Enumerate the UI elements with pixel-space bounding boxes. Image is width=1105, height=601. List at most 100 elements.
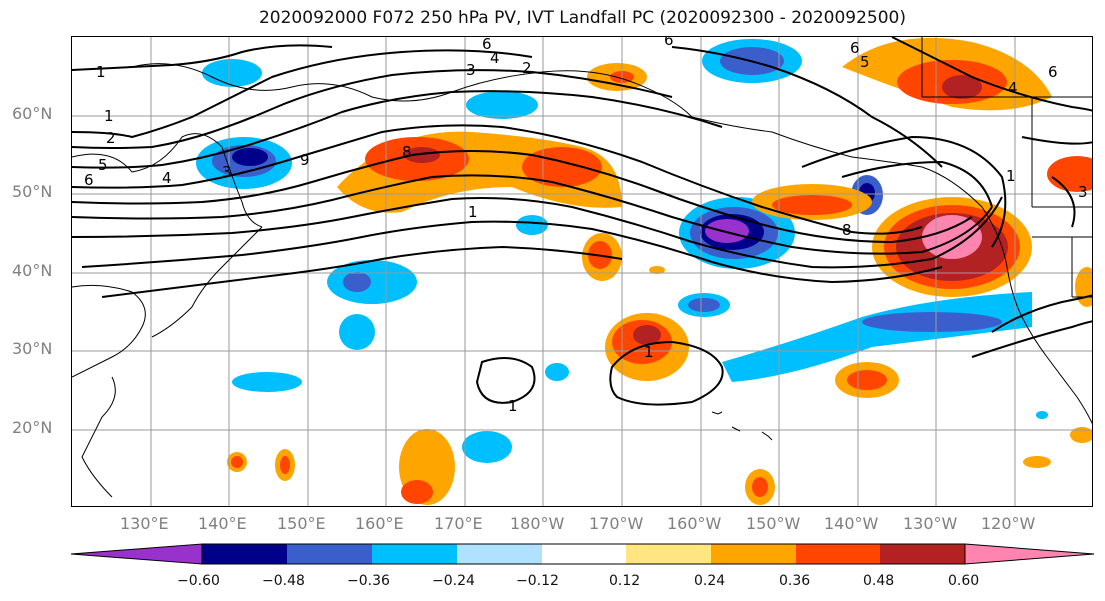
colorbar-tick-label: 0.24 — [694, 573, 726, 589]
contour-label: 3 — [466, 61, 476, 79]
lat-label-50n: 50°N — [12, 182, 53, 201]
colorbar-tick-label: 0.36 — [779, 573, 811, 589]
pos-anomaly-south-1-core — [401, 480, 433, 504]
contour-label: 4 — [1008, 79, 1018, 97]
colorbar-swatch — [711, 544, 796, 564]
contour-label: 8 — [402, 143, 412, 161]
pos-anomaly-far-east — [1047, 156, 1092, 192]
lon-label: 130°W — [903, 514, 958, 533]
lat-label-40n: 40°N — [12, 261, 53, 280]
neg-anomaly-small-4 — [1036, 411, 1048, 419]
neg-anomaly-west-1-core — [343, 272, 371, 292]
neg-anomaly-okhotsk — [202, 59, 262, 87]
lon-label: 150°W — [746, 514, 801, 533]
colorbar-tick-label: −0.48 — [262, 573, 305, 589]
colorbar-swatch — [880, 544, 965, 564]
contour-label: 6 — [850, 39, 860, 57]
pv-contours — [72, 37, 1092, 406]
graticule — [72, 37, 1092, 506]
colorbar-tick-label: −0.24 — [432, 573, 475, 589]
pos-anomaly-small-4 — [649, 266, 665, 274]
colorbar-swatch — [457, 544, 542, 564]
contour-label: 6 — [482, 37, 492, 53]
colorbar-min-triangle — [71, 543, 203, 565]
colorbar-swatch — [372, 544, 457, 564]
contour-label: 9 — [300, 151, 310, 169]
contour-label: 1 — [104, 107, 114, 125]
colorbar-tick-label: −0.60 — [177, 573, 220, 589]
contour-label: 1 — [96, 63, 106, 81]
lat-label-30n: 30°N — [12, 339, 53, 358]
colorbar-max-triangle — [964, 543, 1095, 565]
map-panel: 1 1 2 5 6 4 3 3 4 2 6 6 6 5 6 4 8 1 9 8 … — [71, 36, 1093, 507]
lon-label: 140°W — [824, 514, 879, 533]
pos-anomaly-east-sub-core — [847, 370, 887, 390]
shading-positive — [227, 37, 1092, 505]
colorbar-tick-label: 0.60 — [948, 573, 980, 589]
contour-label: 4 — [490, 49, 500, 67]
neg-anomaly-west-2 — [339, 314, 375, 350]
colorbar-swatch — [796, 544, 880, 564]
contour-label: 6 — [664, 37, 674, 49]
contour-label: 3 — [1078, 183, 1088, 201]
lon-label: 160°W — [667, 514, 722, 533]
colorbar-tick-label: −0.36 — [347, 573, 390, 589]
pos-anomaly-aleutian-core — [404, 147, 440, 163]
contour-label: 1 — [468, 203, 478, 221]
lon-label: 160°E — [355, 514, 404, 533]
pos-anomaly-edge-east-2 — [1070, 427, 1092, 443]
pos-anomaly-gulf-core — [772, 195, 852, 215]
pos-anomaly-small-3 — [1023, 456, 1051, 468]
contour-label: 1 — [1006, 167, 1016, 185]
lon-label: 170°E — [434, 514, 483, 533]
colorbar-tick-label: 0.48 — [863, 573, 895, 589]
colorbar-tick-label: −0.12 — [516, 573, 559, 589]
lon-label: 120°W — [981, 514, 1036, 533]
map-svg: 1 1 2 5 6 4 3 3 4 2 6 6 6 5 6 4 8 1 9 8 … — [72, 37, 1092, 506]
lon-label: 140°E — [198, 514, 247, 533]
pos-anomaly-small-1-core — [231, 456, 243, 468]
neg-anomaly-kamchatka-center — [232, 148, 268, 166]
neg-anomaly-bering — [466, 91, 538, 119]
map-title: 2020092000 F072 250 hPa PV, IVT Landfall… — [258, 8, 906, 28]
pos-anomaly-coast-core — [922, 215, 982, 259]
neg-anomaly-hawaii — [462, 431, 512, 463]
lon-label: 150°E — [277, 514, 326, 533]
colorbar-swatch — [287, 544, 372, 564]
lon-label: 180°W — [510, 514, 565, 533]
neg-anomaly-small-1 — [516, 215, 548, 235]
pos-anomaly-south-2-core — [752, 477, 768, 497]
colorbar — [71, 543, 1095, 565]
contour-label: 1 — [644, 343, 654, 361]
lon-label: 170°W — [589, 514, 644, 533]
lat-label-20n: 20°N — [12, 418, 53, 437]
neg-anomaly-band-core — [862, 312, 1002, 332]
lon-label: 130°E — [120, 514, 169, 533]
neg-anomaly-small-2 — [545, 363, 569, 381]
contour-labels: 1 1 2 5 6 4 3 3 4 2 6 6 6 5 6 4 8 1 9 8 … — [84, 37, 1088, 415]
neg-anomaly-west-3 — [232, 372, 302, 392]
contour-label: 2 — [106, 129, 116, 147]
coastlines — [72, 37, 1092, 498]
contour-label: 5 — [98, 156, 108, 174]
neg-anomaly-small-3-core — [688, 298, 720, 312]
pos-anomaly-aleutian-east — [522, 147, 602, 187]
contour-label: 4 — [162, 169, 172, 187]
colorbar-swatch — [202, 544, 287, 564]
colorbar-swatch — [542, 544, 626, 564]
pos-anomaly-mid-2-core — [633, 325, 661, 345]
pos-anomaly-northeast-core — [942, 75, 982, 99]
colorbar-tick-label: 0.12 — [609, 573, 641, 589]
contour-label: 6 — [84, 171, 94, 189]
neg-anomaly-west-1 — [327, 260, 417, 304]
contour-label: 8 — [842, 221, 852, 239]
contour-label: 6 — [1048, 63, 1058, 81]
pos-anomaly-small-2-core — [280, 456, 290, 474]
contour-label: 2 — [522, 59, 532, 77]
contour-label: 3 — [222, 163, 232, 181]
colorbar-swatch — [626, 544, 711, 564]
neg-anomaly-central-core — [705, 219, 749, 243]
contour-label: 5 — [860, 53, 870, 71]
lat-label-60n: 60°N — [12, 104, 53, 123]
contour-label: 1 — [508, 397, 518, 415]
